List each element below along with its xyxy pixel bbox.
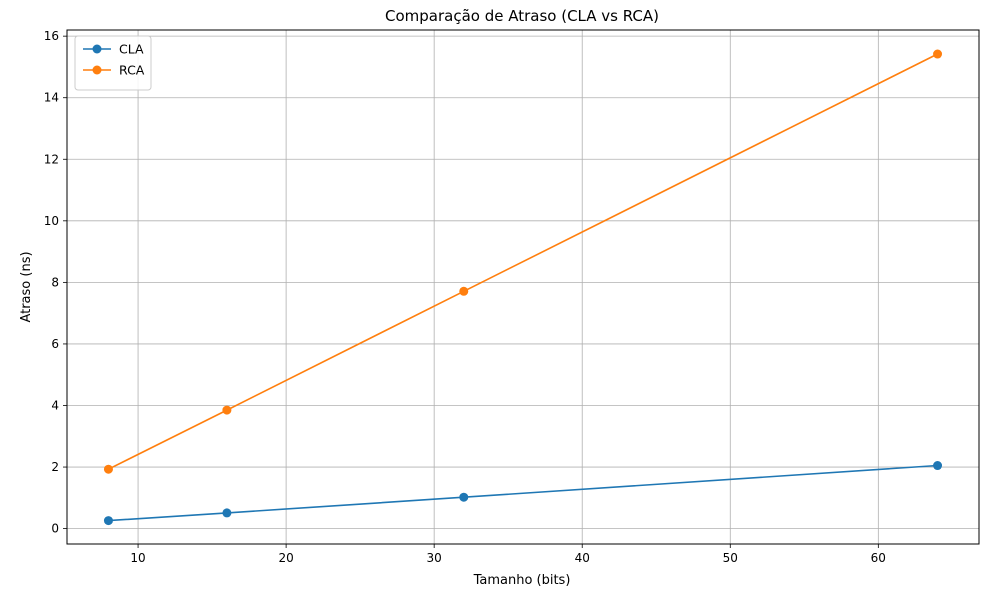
y-tick-label: 8 [51, 275, 59, 289]
legend-marker-cla [92, 44, 102, 54]
data-point-rca [933, 49, 943, 59]
y-tick-label: 4 [51, 398, 59, 412]
y-tick-label: 12 [44, 152, 59, 166]
data-point-cla [103, 516, 113, 526]
data-point-cla [459, 492, 469, 502]
chart-title: Comparação de Atraso (CLA vs RCA) [385, 7, 659, 25]
x-axis-ticks: 10 20 30 40 50 60 [130, 544, 886, 565]
y-tick-label: 6 [51, 337, 59, 351]
plot-series [103, 49, 943, 526]
x-tick-label: 60 [871, 551, 886, 565]
y-tick-label: 16 [44, 29, 59, 43]
y-axis-label: Atraso (ns) [19, 251, 34, 322]
x-tick-label: 40 [575, 551, 590, 565]
legend-marker-rca [92, 65, 102, 75]
legend: CLA RCA [74, 35, 152, 91]
y-tick-label: 10 [44, 214, 59, 228]
x-tick-label: 20 [278, 551, 293, 565]
y-tick-label: 14 [44, 91, 59, 105]
data-point-cla [933, 461, 943, 471]
x-tick-label: 10 [130, 551, 145, 565]
grid [67, 30, 979, 544]
data-point-rca [103, 464, 113, 474]
series-line-rca [108, 53, 938, 470]
legend-label-cla: CLA [119, 42, 144, 57]
series-line-cla [108, 464, 938, 522]
x-axis-label: Tamanho (bits) [473, 573, 571, 588]
y-tick-label: 0 [51, 522, 59, 536]
x-tick-label: 30 [427, 551, 442, 565]
y-tick-label: 2 [51, 460, 59, 474]
legend-label-rca: RCA [119, 63, 145, 78]
data-point-cla [222, 508, 232, 518]
data-point-rca [459, 286, 469, 296]
x-tick-label: 50 [723, 551, 738, 565]
y-axis-ticks: 0 2 4 6 8 10 12 14 16 [44, 29, 67, 536]
data-point-rca [222, 405, 232, 415]
plot-frame [66, 29, 980, 545]
